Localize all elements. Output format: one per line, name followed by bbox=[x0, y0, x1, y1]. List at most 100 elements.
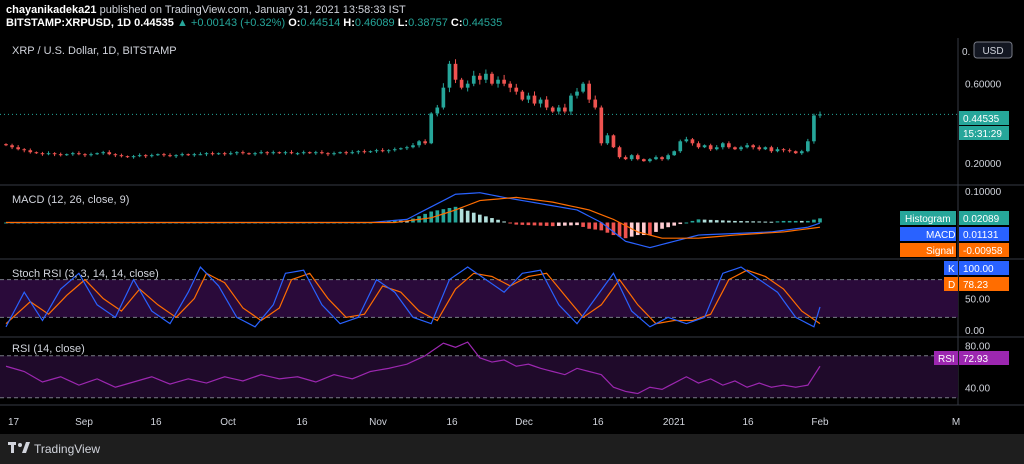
candle-body bbox=[514, 87, 519, 92]
candle-body bbox=[320, 152, 324, 154]
candle-body bbox=[332, 153, 336, 155]
macd-histogram-bar bbox=[769, 221, 774, 223]
macd-histogram-bar bbox=[745, 221, 749, 223]
legend-macd-name: MACD bbox=[926, 230, 955, 241]
rsi-tick-label: 40.00 bbox=[965, 383, 990, 394]
candle-body bbox=[131, 156, 136, 158]
stoch-d-line bbox=[5, 269, 821, 325]
macd-histogram-bar bbox=[799, 220, 804, 223]
pane-separators bbox=[0, 38, 1024, 406]
candle-body bbox=[575, 91, 579, 96]
candle-body bbox=[745, 145, 749, 148]
candle-body bbox=[520, 91, 525, 100]
candle-body bbox=[684, 139, 689, 142]
candle-body bbox=[198, 154, 203, 156]
macd-histogram-bar bbox=[429, 211, 434, 223]
chart-canvas[interactable]: 0.60000 0.20000 0.10000 50.00 0.00 80.00 40.00… bbox=[0, 30, 1024, 434]
macd-histogram-bar bbox=[660, 222, 664, 229]
candle-body bbox=[265, 152, 270, 154]
candle-body bbox=[386, 150, 391, 152]
author-name[interactable]: chayanikadeka21 bbox=[6, 4, 97, 16]
open-value: 0.44514 bbox=[300, 17, 341, 29]
candle-body bbox=[696, 143, 701, 148]
candle-body bbox=[666, 155, 670, 160]
stoch-tick-label: 50.00 bbox=[965, 295, 990, 306]
macd-histogram-bar bbox=[818, 218, 822, 223]
candle-body bbox=[465, 83, 470, 88]
candle-body bbox=[143, 155, 148, 157]
time-tick-label: 16 bbox=[150, 417, 162, 428]
last-price-value: 0.44535 bbox=[963, 114, 1000, 125]
time-tick-label: Oct bbox=[220, 417, 236, 428]
candle-body bbox=[399, 148, 403, 150]
legend-histogram-name: Histogram bbox=[905, 214, 951, 225]
time-axis: 17 Sep 16 Oct 16 Nov 16 Dec 16 2021 16 Feb M bbox=[8, 417, 960, 428]
candle-body bbox=[477, 75, 482, 80]
macd-histogram-bar bbox=[708, 219, 713, 223]
candle-body bbox=[374, 150, 379, 152]
candle-body bbox=[344, 152, 349, 154]
countdown-value: 15:31:29 bbox=[963, 129, 1002, 140]
candle-body bbox=[307, 152, 312, 154]
tradingview-logo-icon[interactable] bbox=[8, 442, 30, 456]
candle-body bbox=[490, 73, 494, 84]
legend-rsi-value: 72.93 bbox=[963, 354, 988, 365]
close-label: C: bbox=[450, 17, 463, 29]
candle-body bbox=[793, 151, 798, 154]
macd-histogram-bar bbox=[453, 206, 458, 223]
candle-body bbox=[149, 155, 154, 157]
candle-body bbox=[192, 154, 197, 156]
last-price: 0.44535 bbox=[134, 17, 174, 29]
candle-body bbox=[563, 107, 567, 112]
candle-body bbox=[28, 150, 33, 153]
time-tick-label: 16 bbox=[742, 417, 754, 428]
candle-body bbox=[775, 149, 780, 152]
price-pane-title: XRP / U.S. Dollar, 1D, BITSTAMP bbox=[12, 45, 177, 57]
candle-body bbox=[593, 99, 598, 108]
candle-body bbox=[216, 153, 221, 155]
high-value: 0.46089 bbox=[354, 17, 395, 29]
macd-histogram-bar bbox=[526, 222, 531, 226]
candle-body bbox=[605, 135, 610, 144]
brand-name[interactable]: TradingView bbox=[34, 442, 101, 456]
rsi-pane-title: RSI (14, close) bbox=[12, 343, 85, 355]
candle-body bbox=[137, 155, 142, 157]
legend-d-name: D bbox=[948, 280, 955, 291]
candle-body bbox=[247, 153, 251, 155]
macd-histogram-bar bbox=[569, 222, 573, 226]
candle-body bbox=[368, 151, 373, 153]
candle-body bbox=[484, 73, 488, 80]
candle-body bbox=[58, 154, 63, 156]
candle-body bbox=[569, 95, 573, 112]
macd-histogram-bar bbox=[666, 222, 670, 228]
candle-body bbox=[532, 95, 537, 104]
candle-body bbox=[277, 152, 282, 154]
macd-histogram-bar bbox=[587, 222, 591, 229]
macd-pane-title: MACD (12, 26, close, 9) bbox=[12, 194, 129, 206]
publish-info: published on TradingView.com, January 31… bbox=[99, 4, 406, 16]
candle-body bbox=[392, 149, 397, 151]
macd-pane bbox=[4, 192, 822, 249]
candle-body bbox=[34, 152, 39, 154]
stoch-tick-label: 0.00 bbox=[965, 326, 985, 337]
candle-body bbox=[629, 155, 634, 160]
macd-histogram-bar bbox=[447, 207, 452, 223]
legend-k-value: 100.00 bbox=[963, 264, 994, 275]
price-pane bbox=[0, 59, 958, 163]
candle-body bbox=[4, 144, 8, 146]
macd-histogram-bar bbox=[611, 222, 616, 236]
macd-histogram-bar bbox=[477, 214, 482, 223]
macd-legend-histogram: Histogram 0.02089 bbox=[900, 211, 1009, 225]
candle-body bbox=[40, 153, 45, 155]
candle-body bbox=[356, 151, 361, 153]
macd-histogram-bar bbox=[386, 220, 391, 223]
macd-histogram-bar bbox=[806, 220, 810, 223]
currency-button[interactable]: USD bbox=[973, 41, 1013, 59]
candle-body bbox=[174, 155, 178, 157]
candle-body bbox=[708, 145, 713, 150]
candle-body bbox=[769, 147, 774, 152]
candle-body bbox=[125, 156, 130, 158]
macd-histogram-bar bbox=[550, 222, 555, 227]
candle-body bbox=[581, 83, 585, 92]
candle-body bbox=[799, 151, 804, 154]
